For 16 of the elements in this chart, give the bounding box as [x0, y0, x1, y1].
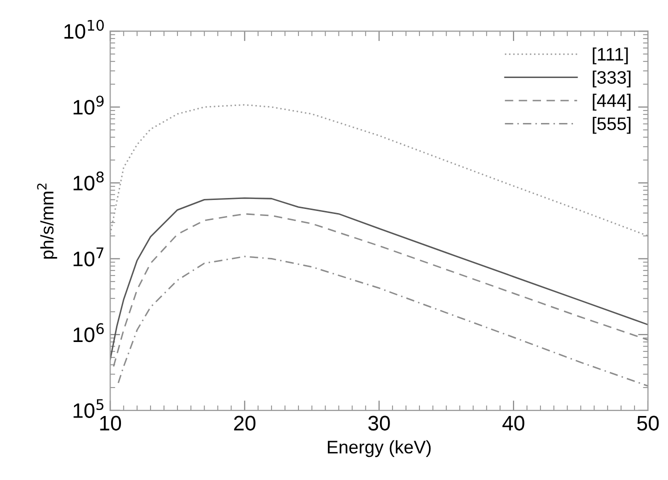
x-axis-title: Energy (keV)	[328, 440, 431, 458]
y-tick-label: 10$^{6}$	[74, 323, 104, 342]
y-tick-label: 10$^{9}$	[74, 96, 104, 115]
y-tick-label: 10$^{10}$	[64, 20, 104, 39]
y-tick-label: 10$^{8}$	[74, 171, 104, 190]
x-tick-label: 20	[234, 416, 256, 431]
x-tick-label: 40	[502, 416, 524, 431]
legend-label: [555]	[592, 116, 630, 134]
x-tick-label: 30	[368, 416, 390, 431]
y-axis-title: ph/s/mm$^{2}$	[37, 184, 58, 259]
legend-label: [444]	[592, 94, 630, 111]
legend-label: [333]	[592, 70, 630, 88]
x-tick-label: 50	[637, 416, 659, 431]
legend-label: [111]	[592, 47, 628, 64]
x-tick-label: 10	[100, 416, 121, 431]
y-tick-label: 10$^{7}$	[74, 248, 104, 266]
